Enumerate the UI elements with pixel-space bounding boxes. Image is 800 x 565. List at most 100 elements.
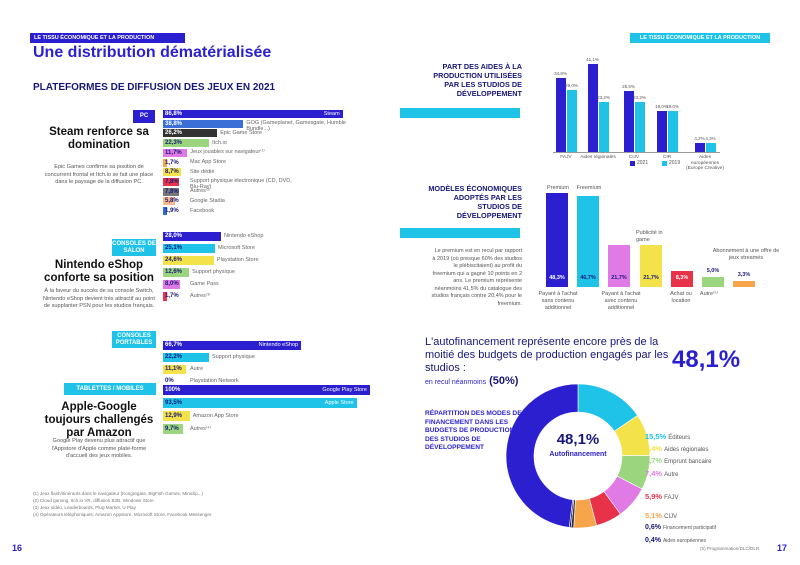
bar-value-label: 9,7% — [165, 426, 179, 432]
group-text: À la faveur du succès de sa console Swit… — [43, 288, 155, 309]
bar — [163, 187, 180, 196]
donut-center-name: Autofinancement — [549, 451, 607, 458]
footnote: (1) Jeux flash/itinérants dans le naviga… — [33, 491, 204, 496]
section-tag: LE TISSU ÉCONOMIQUE ET LA PRODUCTION — [630, 33, 770, 43]
bar-value-label: 28,5% — [622, 84, 635, 89]
bar-value-label: 12,9% — [165, 413, 183, 419]
bar — [163, 207, 167, 215]
bar-value-label: 22,2% — [165, 354, 183, 360]
bar-value-label: 93,5% — [165, 400, 183, 406]
bar — [598, 102, 609, 152]
bar-value-label: 4,2% — [694, 136, 705, 141]
bar-top-label: Publicité in game — [636, 230, 663, 243]
legend-item: 7,4% Autre — [645, 463, 678, 481]
bar — [163, 268, 190, 277]
group-text: Epic Games confirme sa position de concu… — [44, 164, 154, 185]
bar-name: Amazon App Store — [192, 412, 239, 419]
legend-value: 5,1% — [645, 511, 663, 520]
bar-value-label: 1,7% — [165, 293, 179, 299]
bar — [163, 139, 210, 148]
bar — [163, 148, 188, 157]
bar-value-label: 24,6% — [165, 257, 183, 263]
legend-name: Emprunt bancaire — [664, 459, 712, 465]
legend-value: 5,9% — [645, 492, 663, 501]
note-value: (50%) — [489, 375, 519, 387]
bar-name: Jeux jouables sur navigateur⁽¹⁾ — [190, 149, 265, 156]
bar — [656, 111, 667, 152]
legend-item: 0,4% Aides européennes — [645, 529, 706, 547]
footnote: (4) Opérateurs téléphoniques, Amazon App… — [33, 512, 212, 517]
bar-value-label: 4,3% — [705, 135, 716, 141]
legend-name: Autre — [664, 472, 679, 478]
bar-name: Autres⁽³⁾ — [190, 293, 211, 299]
bar — [566, 89, 577, 152]
bar-value-label: 46,7% — [580, 275, 596, 281]
legend-name: Aides régionales — [664, 447, 709, 453]
bar — [705, 142, 716, 152]
x-category-label: CIR — [662, 155, 672, 160]
bar-name: Autres⁽²⁾ — [190, 188, 211, 195]
bar-name: Facebook — [190, 207, 215, 214]
chart-title: RÉPARTITION DES MODES DE FINANCEMENT DAN… — [425, 410, 522, 451]
bar-name: Itch.io — [212, 139, 227, 146]
platform-tag: TABLETTES / MOBILES — [64, 383, 156, 395]
bar-value-label: 1,9% — [165, 208, 179, 214]
chart-text: Le premium est en recul par rapport à 20… — [431, 248, 523, 307]
statement-text: L'autofinancement représente encore près… — [425, 336, 669, 374]
bar-name: Support physique — [211, 354, 255, 360]
platform-tag: CONSOLES DE SALON — [112, 239, 156, 256]
bar — [163, 177, 180, 186]
bar-value-label: 26,2% — [165, 130, 183, 137]
bar-value-label: 1,7% — [165, 159, 179, 166]
donut-center-value: 48,1% — [556, 431, 600, 448]
bar — [163, 385, 370, 395]
legend-value: 7,7% — [645, 456, 663, 465]
bar — [163, 129, 218, 138]
bar — [163, 411, 190, 421]
legend-name: Aides européennes — [662, 538, 707, 544]
bar — [640, 244, 662, 287]
bar-value-label: 12,6% — [165, 269, 183, 275]
legend-name: FAJV — [664, 495, 679, 501]
legend-item: 7,7% Emprunt bancaire — [645, 450, 711, 468]
bar-value-label: 38,8% — [165, 120, 183, 127]
group-heading: Nintendo eShop conforte sa position — [44, 259, 154, 284]
bar — [163, 280, 180, 289]
bar-name: Apple Store — [324, 400, 354, 406]
bar-value-label: 19,0% — [655, 104, 668, 110]
decor-stripe — [400, 108, 520, 118]
group-text: Google Play devenu plus attractif que l'… — [51, 438, 147, 459]
bar — [163, 232, 221, 241]
bar — [667, 111, 678, 152]
bar-name: Playstation Store — [216, 257, 259, 263]
bar — [163, 292, 167, 301]
bar-value-label: 21,7% — [611, 275, 627, 281]
decor-stripe — [400, 228, 520, 238]
bar-value-label: 41,1% — [586, 57, 599, 63]
bar-bottom-label: Payant à l'achat avec contenu additionne… — [601, 291, 641, 311]
legend-item: 9,4% Aides régionales — [645, 438, 708, 456]
bar — [623, 91, 634, 152]
bar — [577, 195, 599, 287]
bar-value-label: 25,1% — [165, 245, 183, 251]
bar-name: Microsoft Store — [217, 245, 255, 251]
bar-name: Steam — [323, 111, 340, 117]
bar-value-label: 0% — [165, 378, 174, 384]
legend-value: 15,5% — [645, 432, 667, 441]
bar — [546, 192, 568, 287]
bar-value-label: 5,0% — [706, 268, 720, 275]
bar — [163, 353, 209, 362]
x-category-label: Aides européennes (Europe Creative) — [686, 155, 724, 171]
bar-value-label: 48,3% — [549, 275, 565, 281]
statement-value: 48,1% — [672, 346, 741, 373]
bar — [163, 398, 357, 408]
bar-top-label: Freemium — [576, 185, 602, 191]
bar — [634, 102, 645, 152]
bar-top-label: Abonnement à une offre de jeux streamés — [712, 248, 780, 261]
bar — [163, 197, 175, 206]
bar — [163, 256, 214, 265]
legend-value: 0,6% — [645, 524, 661, 531]
bar-name: Autres⁽⁴⁾ — [190, 425, 211, 432]
